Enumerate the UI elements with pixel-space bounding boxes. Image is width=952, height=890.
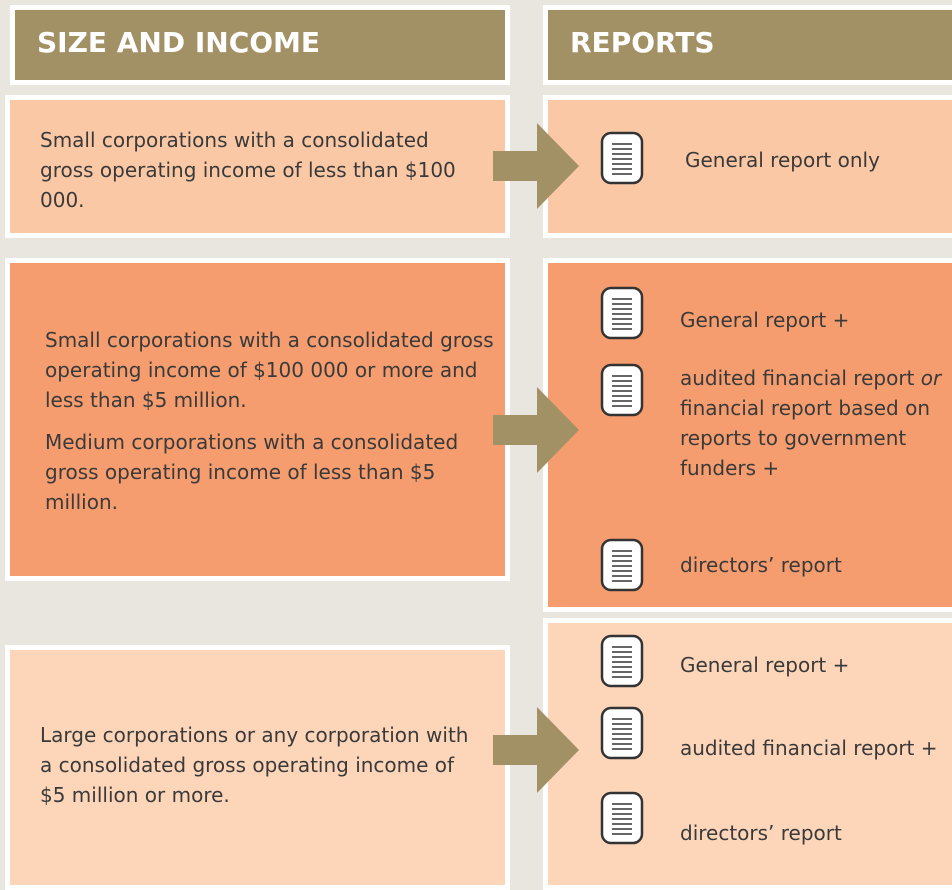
paragraph: Large corporations or any corporation wi… — [40, 723, 469, 807]
text-part: financial report based on reports to gov… — [680, 396, 931, 480]
header-left: SIZE AND INCOME — [10, 5, 510, 85]
paragraph: Small corporations with a consolidated g… — [45, 328, 494, 412]
left-text: Small corporations with a consolidated g… — [45, 325, 495, 529]
report-text: General report + — [680, 305, 952, 335]
text-part: or — [920, 366, 942, 390]
row-box — [5, 645, 510, 890]
document-icon — [597, 130, 647, 190]
header-text: SIZE AND INCOME — [37, 26, 321, 59]
row-box — [5, 258, 510, 581]
report-text: audited financial report or financial re… — [680, 363, 952, 483]
document-icon — [597, 362, 647, 422]
text-part: General report only — [685, 148, 880, 172]
left-text: Large corporations or any corporation wi… — [40, 720, 475, 822]
report-text: directors’ report — [680, 818, 952, 848]
left-text: Small corporations with a consolidated g… — [40, 125, 475, 227]
arrow — [493, 707, 579, 797]
text-part: General report + — [680, 308, 850, 332]
report-text: General report only — [685, 145, 945, 175]
report-text: directors’ report — [680, 550, 952, 580]
text-part: audited financial report + — [680, 736, 938, 760]
text-part: directors’ report — [680, 821, 842, 845]
arrow — [493, 387, 579, 477]
text-part: General report + — [680, 653, 850, 677]
document-icon — [597, 705, 647, 765]
document-icon — [597, 790, 647, 850]
document-icon — [597, 285, 647, 345]
text-part: audited financial report — [680, 366, 921, 390]
document-icon — [597, 633, 647, 693]
arrow — [493, 123, 579, 213]
document-icon — [597, 537, 647, 597]
paragraph: Small corporations with a consolidated g… — [40, 128, 456, 212]
text-part: directors’ report — [680, 553, 842, 577]
report-text: General report + — [680, 650, 952, 680]
header-right: REPORTS — [543, 5, 952, 85]
row-box — [5, 95, 510, 238]
paragraph: Medium corporations with a consolidated … — [45, 430, 459, 514]
header-text: REPORTS — [570, 26, 715, 59]
report-text: audited financial report + — [680, 733, 952, 763]
